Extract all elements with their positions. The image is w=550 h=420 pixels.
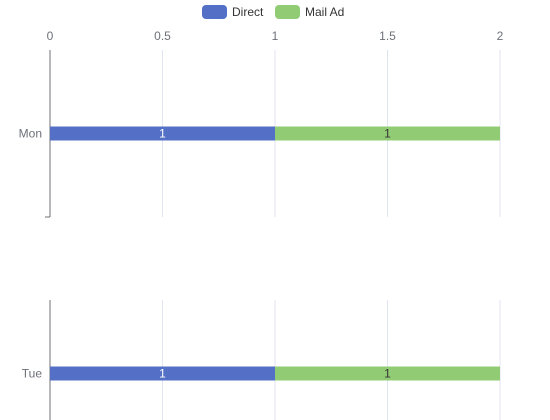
data-label: 1 — [384, 127, 391, 141]
y-category-label: Tue — [22, 367, 43, 381]
x-tick-label: 1.5 — [379, 29, 396, 43]
data-label: 1 — [384, 367, 391, 381]
x-tick-label: 2 — [497, 29, 504, 43]
bar-mail-ad — [275, 366, 500, 381]
bar-direct — [50, 126, 275, 141]
data-label: 1 — [159, 127, 166, 141]
legend-label-direct: Direct — [232, 5, 264, 19]
x-tick-label: 0 — [47, 29, 54, 43]
bar-direct — [50, 366, 275, 381]
legend-item-direct[interactable]: Direct — [202, 4, 263, 20]
legend-item-mail-ad[interactable]: Mail Ad — [275, 4, 344, 20]
x-tick-label: 0.5 — [154, 29, 171, 43]
legend-swatch-direct — [202, 5, 227, 19]
legend-label-mail-ad: Mail Ad — [305, 5, 345, 19]
bar-mail-ad — [275, 126, 500, 141]
y-category-label: Mon — [19, 127, 42, 141]
x-tick-label: 1 — [272, 29, 279, 43]
data-label: 1 — [159, 367, 166, 381]
legend-swatch-mail-ad — [275, 5, 300, 19]
